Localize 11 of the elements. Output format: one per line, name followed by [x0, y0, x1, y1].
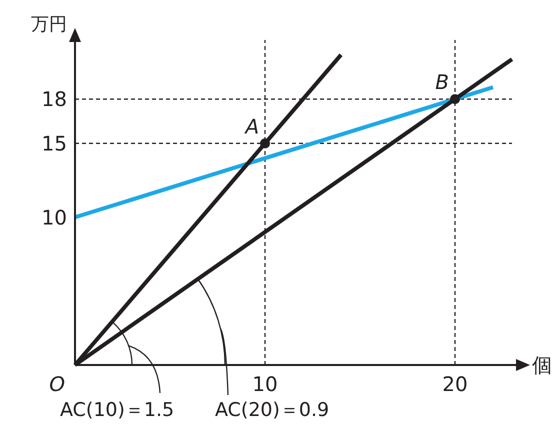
text: AC(20)＝0.9	[215, 399, 330, 421]
x-axis-title: 個	[532, 353, 552, 377]
text: AC(10)＝1.5	[60, 399, 174, 421]
y-tick-label: 10	[42, 205, 67, 230]
y-tick-label: 18	[42, 87, 67, 112]
annotation: B	[435, 70, 449, 94]
x-tick-label: 20	[442, 372, 468, 396]
annotation: O	[49, 372, 65, 396]
annotation: A	[243, 114, 259, 138]
y-tick-label: 15	[42, 131, 67, 156]
y-axis-title: 万円	[31, 14, 67, 35]
